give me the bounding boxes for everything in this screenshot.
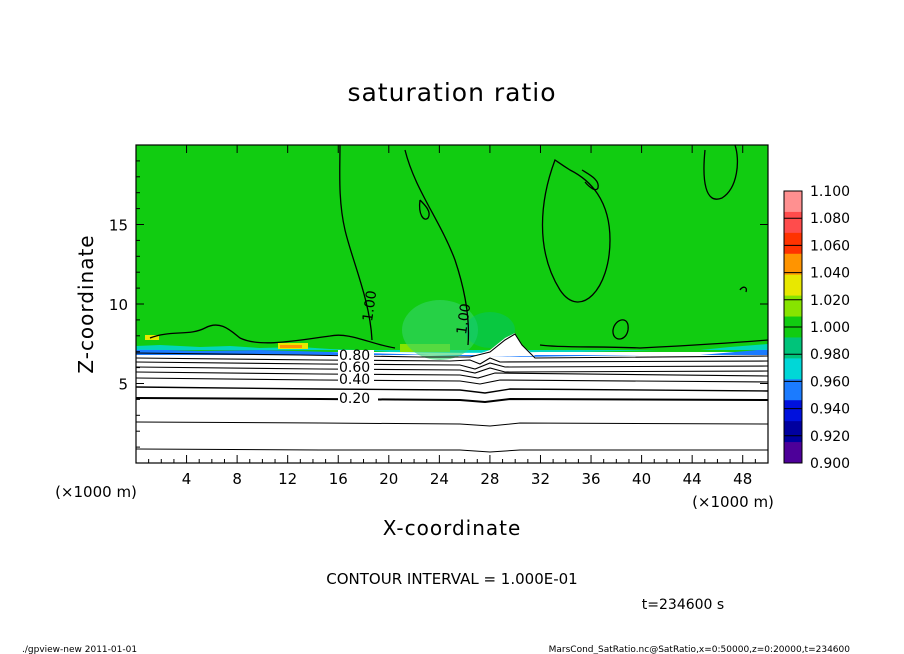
colorbar: 1.100 1.080 1.060 1.040 1.020 1.000 0.980 0.960… bbox=[783, 184, 850, 472]
footer-left: ./gpview-new 2011-01-01 bbox=[22, 645, 137, 654]
colorbar-swatch bbox=[784, 400, 802, 422]
colorbar-swatch bbox=[784, 379, 802, 401]
x-tick-label: 24 bbox=[430, 470, 449, 488]
x-axis: 4 8 12 16 20 24 28 32 36 40 44 48 bbox=[148, 145, 756, 488]
colorbar-label: 0.900 bbox=[810, 456, 850, 472]
colorbar-label: 1.080 bbox=[810, 211, 850, 227]
x-tick-label: 20 bbox=[379, 470, 398, 488]
x-unit-label: (×1000 m) bbox=[692, 493, 774, 511]
boundary-cyan bbox=[136, 344, 768, 353]
colorbar-swatch bbox=[784, 358, 802, 380]
colorbar-swatch bbox=[784, 274, 802, 297]
colorbar-label: 1.000 bbox=[810, 320, 850, 336]
colorbar-label: 0.920 bbox=[810, 429, 850, 445]
contour-label-0.40: 0.40 bbox=[339, 372, 370, 388]
y-tick-label: 15 bbox=[109, 217, 128, 235]
x-tick-label: 16 bbox=[329, 470, 348, 488]
colorbar-label: 1.100 bbox=[810, 184, 850, 200]
colorbar-label: 0.940 bbox=[810, 402, 850, 418]
x-tick-label: 44 bbox=[683, 470, 702, 488]
contour-labels: 0.80 0.60 0.40 0.20 1.00 1.00 bbox=[338, 289, 474, 407]
footer-right: MarsCond_SatRatio.nc@SatRatio,x=0:50000,… bbox=[549, 645, 851, 654]
contour-label-1.00: 1.00 bbox=[454, 302, 474, 335]
cyan-patch bbox=[402, 300, 478, 360]
colorbar-label: 0.960 bbox=[810, 374, 850, 390]
colorbar-label: 0.980 bbox=[810, 347, 850, 363]
terrain-bump bbox=[470, 333, 535, 357]
subsaturated-layer bbox=[136, 352, 768, 463]
colorbar-label: 1.020 bbox=[810, 293, 850, 309]
x-tick-label: 36 bbox=[581, 470, 600, 488]
time-text: t=234600 s bbox=[642, 597, 724, 613]
warm-patch bbox=[280, 345, 302, 348]
x-tick-label: 28 bbox=[480, 470, 499, 488]
contour-label-0.60: 0.60 bbox=[339, 360, 370, 376]
colorbar-swatch bbox=[784, 337, 802, 359]
x-axis-title: X-coordinate bbox=[383, 516, 522, 540]
contours-subsaturated bbox=[136, 333, 768, 453]
y-tick-label: 5 bbox=[118, 376, 128, 394]
x-tick-label: 48 bbox=[733, 470, 752, 488]
contour-label-0.80: 0.80 bbox=[339, 348, 370, 364]
contour-label-1.00: 1.00 bbox=[360, 289, 380, 322]
colorbar-swatch bbox=[784, 211, 802, 234]
contour-interval-text: CONTOUR INTERVAL = 1.000E-01 bbox=[326, 570, 577, 588]
x-tick-label: 40 bbox=[632, 470, 651, 488]
contour-label-0.20: 0.20 bbox=[339, 391, 370, 407]
colorbar-swatch bbox=[784, 191, 802, 213]
y-axis: 5 10 15 bbox=[109, 160, 768, 448]
cyan-patch bbox=[465, 312, 515, 348]
y-axis-title: Z-coordinate bbox=[74, 234, 98, 373]
colorbar-swatch bbox=[784, 421, 802, 443]
colorbar-swatch bbox=[784, 442, 802, 464]
colorbar-swatch bbox=[784, 232, 802, 255]
colorbar-swatch bbox=[784, 295, 802, 318]
x-tick-label: 4 bbox=[182, 470, 192, 488]
colorbar-swatch bbox=[784, 253, 802, 276]
chart-title: saturation ratio bbox=[347, 78, 556, 107]
colorbar-label: 1.060 bbox=[810, 238, 850, 254]
y-tick-label: 10 bbox=[109, 296, 128, 314]
plot-area bbox=[136, 145, 768, 463]
colorbar-label: 1.040 bbox=[810, 266, 850, 282]
x-tick-label: 8 bbox=[232, 470, 242, 488]
contours-1.00 bbox=[149, 145, 768, 349]
x-tick-label: 12 bbox=[278, 470, 297, 488]
x-tick-label: 32 bbox=[531, 470, 550, 488]
y-unit-label: (×1000 m) bbox=[55, 483, 137, 501]
